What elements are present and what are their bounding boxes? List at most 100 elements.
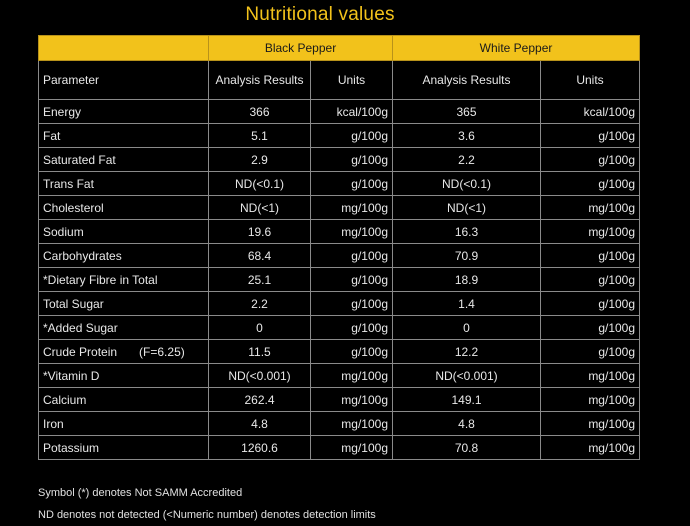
- nutrition-table-container: Black Pepper White Pepper Parameter Anal…: [38, 35, 641, 460]
- column-header-white-analysis: Analysis Results: [392, 60, 541, 100]
- white-pepper-unit: g/100g: [539, 123, 641, 148]
- parameter-name: Saturated Fat: [43, 152, 116, 167]
- parameter-name: Trans Fat: [43, 176, 94, 191]
- white-pepper-unit: g/100g: [539, 291, 641, 316]
- table-row: Iron 4.8 mg/100g 4.8 mg/100g: [38, 411, 641, 436]
- white-pepper-unit: mg/100g: [539, 219, 641, 244]
- parameter-cell: Saturated Fat: [38, 147, 209, 172]
- white-pepper-value: ND(<0.001): [392, 363, 541, 388]
- parameter-name: Sodium: [43, 224, 84, 239]
- parameter-cell: Carbohydrates: [38, 243, 209, 268]
- black-pepper-unit: g/100g: [310, 243, 393, 268]
- black-pepper-unit: mg/100g: [310, 435, 393, 460]
- white-pepper-value: 16.3: [392, 219, 541, 244]
- group-header-row: Black Pepper White Pepper: [38, 35, 641, 61]
- column-header-row: Parameter Analysis Results Units Analysi…: [38, 60, 641, 100]
- black-pepper-value: 11.5: [208, 339, 311, 364]
- white-pepper-unit: mg/100g: [539, 387, 641, 412]
- white-pepper-value: ND(<0.1): [392, 171, 541, 196]
- black-pepper-unit: kcal/100g: [310, 99, 393, 124]
- parameter-name: Calcium: [43, 392, 87, 407]
- black-pepper-value: 2.9: [208, 147, 311, 172]
- black-pepper-value: 1260.6: [208, 435, 311, 460]
- white-pepper-unit: g/100g: [539, 171, 641, 196]
- table-row: Fat 5.1 g/100g 3.6 g/100g: [38, 123, 641, 148]
- parameter-name: *Vitamin D: [43, 368, 100, 383]
- white-pepper-value: 0: [392, 315, 541, 340]
- white-pepper-unit: g/100g: [539, 267, 641, 292]
- white-pepper-unit: mg/100g: [539, 435, 641, 460]
- black-pepper-unit: g/100g: [310, 123, 393, 148]
- parameter-name: Iron: [43, 416, 64, 431]
- parameter-cell: Total Sugar: [38, 291, 209, 316]
- table-row: Crude Protein (F=6.25) 11.5 g/100g 12.2 g/100…: [38, 339, 641, 364]
- black-pepper-value: ND(<1): [208, 195, 311, 220]
- column-header-black-units: Units: [310, 60, 393, 100]
- parameter-cell: Trans Fat: [38, 171, 209, 196]
- white-pepper-value: 2.2: [392, 147, 541, 172]
- black-pepper-value: ND(<0.1): [208, 171, 311, 196]
- black-pepper-value: 5.1: [208, 123, 311, 148]
- parameter-cell: Cholesterol: [38, 195, 209, 220]
- table-row: *Vitamin D ND(<0.001) mg/100g ND(<0.001) mg/…: [38, 363, 641, 388]
- black-pepper-value: 0: [208, 315, 311, 340]
- black-pepper-unit: g/100g: [310, 147, 393, 172]
- parameter-cell: Sodium: [38, 219, 209, 244]
- parameter-name: Crude Protein: [43, 344, 118, 359]
- white-pepper-value: 1.4: [392, 291, 541, 316]
- white-pepper-value: 70.8: [392, 435, 541, 460]
- parameter-cell: Energy: [38, 99, 209, 124]
- table-row: Saturated Fat 2.9 g/100g 2.2 g/100g: [38, 147, 641, 172]
- parameter-cell: Potassium: [38, 435, 209, 460]
- black-pepper-value: 19.6: [208, 219, 311, 244]
- nutrition-table-body: Energy 366 kcal/100g 365 kcal/100g Fat 5.1 g/10…: [38, 99, 641, 460]
- parameter-name: *Added Sugar: [43, 320, 118, 335]
- table-row: Total Sugar 2.2 g/100g 1.4 g/100g: [38, 291, 641, 316]
- parameter-name: Potassium: [43, 440, 100, 455]
- white-pepper-unit: mg/100g: [539, 411, 641, 436]
- table-row: Cholesterol ND(<1) mg/100g ND(<1) mg/100g: [38, 195, 641, 220]
- white-pepper-value: 365: [392, 99, 541, 124]
- page-title: Nutritional values: [245, 4, 395, 25]
- black-pepper-unit: g/100g: [310, 315, 393, 340]
- parameter-cell: Fat: [38, 123, 209, 148]
- parameter-cell: *Added Sugar: [38, 315, 209, 340]
- parameter-cell: *Vitamin D: [38, 363, 209, 388]
- black-pepper-value: 366: [208, 99, 311, 124]
- parameter-name: *Dietary Fibre in Total: [43, 272, 158, 287]
- parameter-name: Carbohydrates: [43, 248, 122, 263]
- black-pepper-unit: g/100g: [310, 267, 393, 292]
- column-header-white-units: Units: [539, 60, 641, 100]
- table-row: Carbohydrates 68.4 g/100g 70.9 g/100g: [38, 243, 641, 268]
- black-pepper-unit: g/100g: [310, 291, 393, 316]
- column-header-parameter: Parameter: [38, 60, 209, 100]
- group-header-black-pepper: Black Pepper: [208, 35, 393, 61]
- footnotes: Symbol (*) denotes Not SAMM Accredited N…: [38, 482, 658, 526]
- white-pepper-value: ND(<1): [392, 195, 541, 220]
- table-row: *Dietary Fibre in Total 25.1 g/100g 18.9 g/1…: [38, 267, 641, 292]
- footnote-accreditation: Symbol (*) denotes Not SAMM Accredited: [38, 487, 243, 499]
- white-pepper-value: 12.2: [392, 339, 541, 364]
- column-header-black-analysis: Analysis Results: [208, 60, 311, 100]
- black-pepper-value: 25.1: [208, 267, 311, 292]
- black-pepper-unit: mg/100g: [310, 219, 393, 244]
- parameter-cell: Crude Protein (F=6.25): [38, 339, 209, 364]
- black-pepper-unit: mg/100g: [310, 411, 393, 436]
- table-row: Sodium 19.6 mg/100g 16.3 mg/100g: [38, 219, 641, 244]
- white-pepper-unit: g/100g: [539, 339, 641, 364]
- black-pepper-value: 262.4: [208, 387, 311, 412]
- table-row: Trans Fat ND(<0.1) g/100g ND(<0.1) g/100g: [38, 171, 641, 196]
- table-row: Energy 366 kcal/100g 365 kcal/100g: [38, 99, 641, 124]
- table-row: *Added Sugar 0 g/100g 0 g/100g: [38, 315, 641, 340]
- white-pepper-value: 70.9: [392, 243, 541, 268]
- group-header-white-pepper: White Pepper: [391, 35, 641, 61]
- nutrition-table: Black Pepper White Pepper Parameter Anal…: [38, 35, 641, 460]
- white-pepper-value: 149.1: [392, 387, 541, 412]
- white-pepper-unit: mg/100g: [539, 363, 641, 388]
- table-row: Calcium 262.4 mg/100g 149.1 mg/100g: [38, 387, 641, 412]
- white-pepper-unit: g/100g: [539, 243, 641, 268]
- white-pepper-unit: g/100g: [539, 147, 641, 172]
- group-header-blank: [38, 35, 209, 61]
- black-pepper-value: 2.2: [208, 291, 311, 316]
- parameter-cell: *Dietary Fibre in Total: [38, 267, 209, 292]
